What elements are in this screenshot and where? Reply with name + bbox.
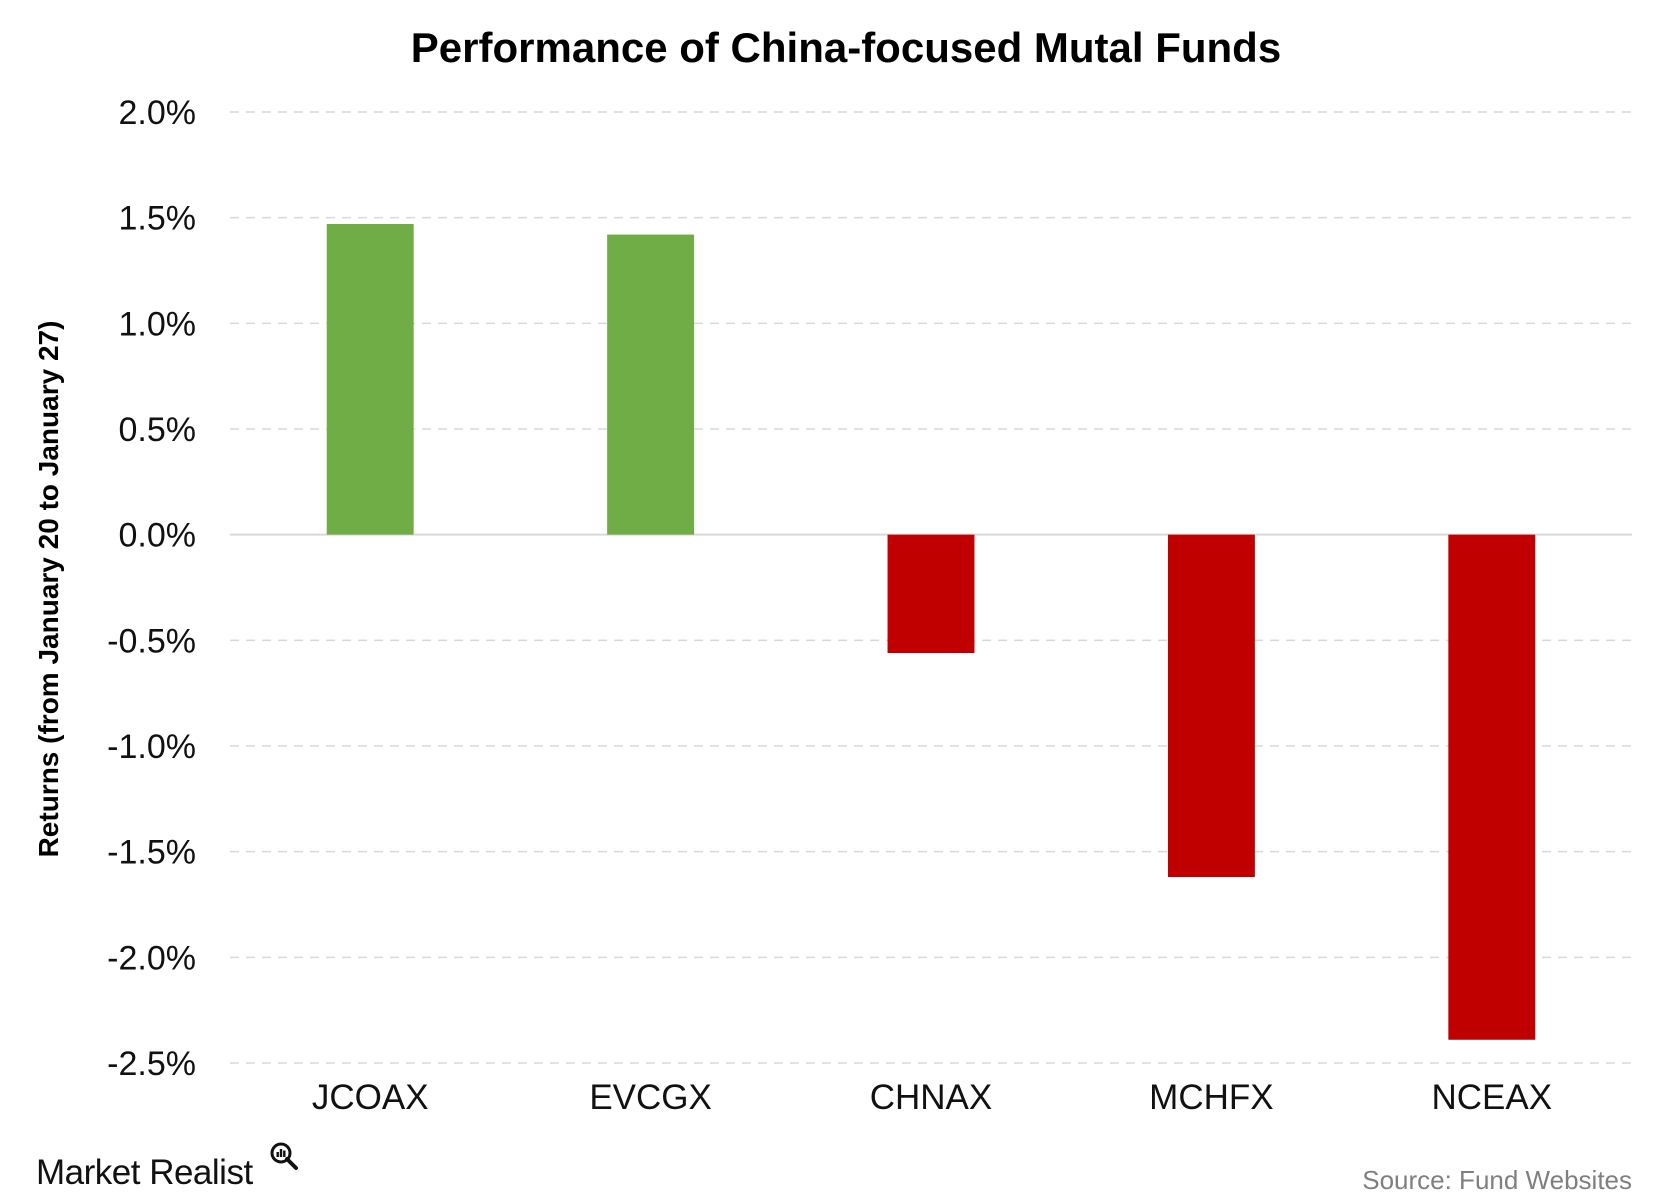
y-tick-label: -0.5% <box>107 622 196 660</box>
y-tick-label: 0.5% <box>119 411 197 449</box>
x-tick-label: CHNAX <box>870 1078 993 1117</box>
y-tick-label: 2.0% <box>119 94 197 132</box>
y-tick-label: -1.5% <box>107 834 196 872</box>
gridlines <box>230 111 1632 1064</box>
bar-nceax <box>1448 534 1536 1040</box>
x-tick-label: MCHFX <box>1149 1078 1273 1117</box>
x-tick-label: NCEAX <box>1432 1078 1553 1117</box>
bar-chnax <box>887 534 975 654</box>
chart-title: Performance of China-focused Mutal Funds <box>411 24 1281 71</box>
bars <box>326 224 1536 1040</box>
bar-jcoax <box>326 224 414 535</box>
source-note: Source: Fund Websites <box>1362 1165 1632 1195</box>
y-tick-label: 0.0% <box>119 517 197 555</box>
y-tick-label: -2.5% <box>107 1045 196 1083</box>
y-tick-label: -2.0% <box>107 939 196 977</box>
magnifier-icon <box>270 1142 298 1170</box>
x-tick-label: EVCGX <box>589 1078 712 1117</box>
x-tick-label: JCOAX <box>312 1078 429 1117</box>
y-axis-ticks: 2.0% 1.5% 1.0% 0.5% 0.0% -0.5% -1.0% -1.5% -2.0%… <box>107 94 196 1083</box>
y-tick-label: 1.5% <box>119 200 197 238</box>
brand-name: Market Realist <box>36 1153 253 1192</box>
bar-mchfx <box>1167 534 1255 878</box>
y-tick-label: -1.0% <box>107 728 196 766</box>
y-tick-label: 1.0% <box>119 305 197 343</box>
brand-logo: Market Realist <box>36 1142 298 1192</box>
bar-evcgx <box>607 234 695 535</box>
y-axis-title: Returns (from January 20 to January 27) <box>33 321 64 858</box>
x-axis-labels: JCOAX EVCGX CHNAX MCHFX NCEAX <box>312 1078 1552 1117</box>
